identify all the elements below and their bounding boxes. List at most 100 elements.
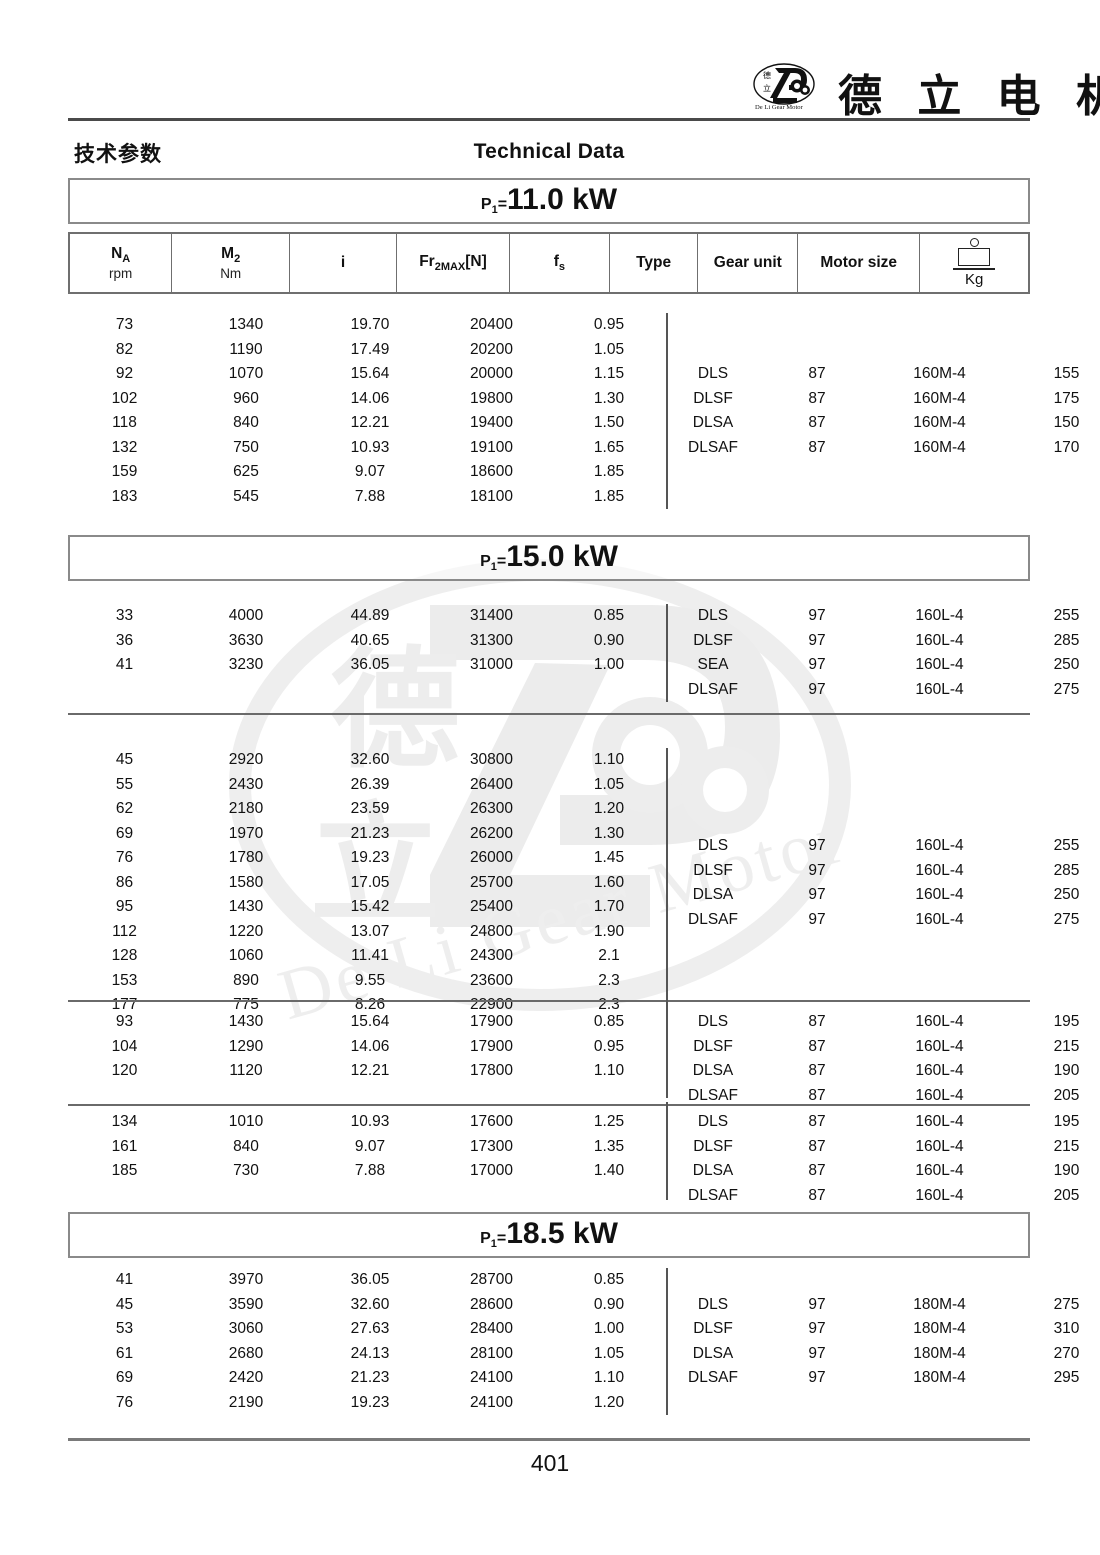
column-header-i: i bbox=[290, 234, 397, 292]
left-rows: 93 1430 15.64 17900 0.85 104 1290 14.06 17900 0.9… bbox=[68, 1010, 1030, 1084]
column-divider bbox=[666, 748, 668, 1018]
power-banner-11kw: P1=11.0 kW bbox=[68, 178, 1030, 224]
column-header-gear-unit: Gear unit bbox=[698, 234, 799, 292]
block-divider-1 bbox=[68, 713, 1030, 715]
power-banner-label-15kw: P1=15.0 kW bbox=[480, 540, 618, 574]
left-cell: 9.55 bbox=[354, 971, 386, 989]
left-cell: 17900 bbox=[469, 1013, 514, 1031]
left-cell: 545 bbox=[233, 487, 259, 505]
table-row: SEA 97 160L-4 250 bbox=[664, 653, 1100, 678]
left-cell: 20200 bbox=[469, 340, 514, 358]
left-cell: 24.13 bbox=[350, 1344, 390, 1362]
left-cell: 21.23 bbox=[350, 824, 390, 842]
left-cell: 2.1 bbox=[598, 947, 620, 965]
header-divider bbox=[68, 118, 1030, 121]
left-cell: 0.85 bbox=[593, 607, 625, 625]
right-cell: 160L-4 bbox=[915, 837, 964, 854]
right-cell: 195 bbox=[1053, 1113, 1080, 1131]
right-rows: DLS 87 160L-4 195 DLSF 87 160L-4 215 DLSA 87 160L-… bbox=[664, 1110, 1100, 1208]
right-cell: DLSF bbox=[693, 861, 733, 879]
left-cell: 112 bbox=[112, 922, 137, 940]
right-cell: 160L-4 bbox=[915, 1162, 964, 1180]
data-block-15kw-d: 134 1010 10.93 17600 1.25 161 840 9.07 17300 1.35… bbox=[68, 1102, 1079, 1204]
footer-divider bbox=[68, 1438, 1030, 1441]
left-cell: 1.40 bbox=[593, 1162, 625, 1180]
right-cell: 310 bbox=[1053, 1320, 1080, 1338]
left-cell: 44.89 bbox=[350, 607, 390, 625]
right-cell: 155 bbox=[1053, 365, 1080, 383]
left-cell: 2420 bbox=[228, 1369, 264, 1387]
left-cell: 17600 bbox=[469, 1113, 514, 1131]
right-rows: DLS 87 160M-4 155 DLSF 87 160M-4 175 DLSA 87 160M-… bbox=[664, 362, 1100, 460]
left-cell: 960 bbox=[233, 389, 259, 407]
right-cell: 205 bbox=[1053, 1186, 1080, 1204]
left-cell: 1.50 bbox=[593, 414, 625, 432]
right-cell: SEA bbox=[697, 656, 729, 674]
right-cell: DLSAF bbox=[688, 680, 738, 698]
right-cell: 87 bbox=[808, 1186, 826, 1204]
left-cell: 21.23 bbox=[350, 1369, 390, 1387]
left-cell: 0.90 bbox=[593, 631, 625, 649]
left-cell: 28100 bbox=[469, 1344, 514, 1362]
data-block-11kw: 73 1340 19.70 20400 0.95 82 1190 17.49 20200 1.05… bbox=[68, 313, 1079, 509]
left-cell: 62 bbox=[115, 800, 134, 818]
left-rows: 73 1340 19.70 20400 0.95 82 1190 17.49 20200 1.05… bbox=[68, 313, 1030, 509]
left-cell: 73 bbox=[115, 316, 134, 334]
left-cell: 36 bbox=[115, 631, 134, 649]
right-rows: DLS 97 160L-4 255 DLSF 97 160L-4 285 SEA 97 160L-4… bbox=[664, 604, 1100, 702]
table-row: DLS 97 160L-4 255 bbox=[664, 604, 1100, 629]
left-cell: 25700 bbox=[469, 873, 514, 891]
page-number: 401 bbox=[530, 1450, 570, 1476]
left-cell: 28700 bbox=[469, 1271, 514, 1289]
left-cell: 19100 bbox=[469, 438, 514, 456]
left-cell: 19.23 bbox=[350, 1393, 390, 1411]
right-cell: 170 bbox=[1053, 438, 1080, 456]
left-cell: 750 bbox=[233, 438, 259, 456]
left-cell: 1.85 bbox=[593, 487, 625, 505]
left-cell: 4000 bbox=[228, 607, 264, 625]
svg-text:立: 立 bbox=[763, 83, 771, 93]
left-cell: 40.65 bbox=[350, 631, 390, 649]
right-cell: 87 bbox=[808, 1013, 826, 1031]
right-cell: 275 bbox=[1053, 910, 1080, 928]
right-cell: 175 bbox=[1053, 389, 1080, 407]
left-cell: 1.00 bbox=[593, 1320, 625, 1338]
table-row: 61 2680 24.13 28100 1.05 bbox=[68, 1342, 1030, 1367]
left-cell: 2430 bbox=[228, 775, 264, 793]
table-row: DLSAF 97 160L-4 275 bbox=[664, 678, 1100, 703]
left-rows: 41 3970 36.05 28700 0.85 45 3590 32.60 28600 0.90… bbox=[68, 1268, 1030, 1415]
column-header-motor-size: Motor size bbox=[798, 234, 921, 292]
left-cell: 730 bbox=[233, 1162, 259, 1180]
table-row: 69 2420 21.23 24100 1.10 bbox=[68, 1366, 1030, 1391]
left-cell: 840 bbox=[233, 1137, 259, 1155]
right-cell: DLSF bbox=[693, 1137, 733, 1155]
table-row: DLS 97 180M-4 275 bbox=[664, 1293, 1100, 1318]
right-cell: 97 bbox=[808, 1320, 826, 1338]
right-cell: 275 bbox=[1053, 1295, 1080, 1313]
left-cell: 14.06 bbox=[350, 1037, 390, 1055]
right-cell: 205 bbox=[1053, 1086, 1080, 1104]
table-row: DLSA 87 160L-4 190 bbox=[664, 1159, 1100, 1184]
right-cell: 160L-4 bbox=[915, 680, 964, 698]
left-cell: 102 bbox=[111, 389, 138, 407]
column-header-motor-size-main: Motor size bbox=[820, 254, 898, 272]
table-row: 45 2920 32.60 30800 1.10 bbox=[68, 748, 1030, 773]
table-row: 132 750 10.93 19100 1.65 bbox=[68, 436, 1030, 461]
left-cell: 19.23 bbox=[350, 849, 390, 867]
left-cell: 1.30 bbox=[593, 389, 625, 407]
right-cell: 250 bbox=[1053, 656, 1080, 674]
table-body: 93 1430 15.64 17900 0.85 104 1290 14.06 17900 0.9… bbox=[68, 1000, 1079, 1104]
left-cell: 69 bbox=[115, 824, 134, 842]
right-cell: 190 bbox=[1053, 1062, 1080, 1080]
left-cell: 19.70 bbox=[350, 316, 390, 334]
column-header-na-main: NA bbox=[111, 244, 131, 265]
left-cell: 26000 bbox=[469, 849, 514, 867]
right-cell: DLSAF bbox=[688, 1186, 738, 1204]
right-cell: DLSF bbox=[693, 631, 733, 649]
table-row: 134 1010 10.93 17600 1.25 bbox=[68, 1110, 1030, 1135]
weight-box-icon: Kg bbox=[953, 238, 996, 288]
table-row: DLSF 87 160L-4 215 bbox=[664, 1035, 1100, 1060]
left-cell: 36.05 bbox=[350, 1271, 390, 1289]
table-row: DLS 87 160L-4 195 bbox=[664, 1010, 1100, 1035]
